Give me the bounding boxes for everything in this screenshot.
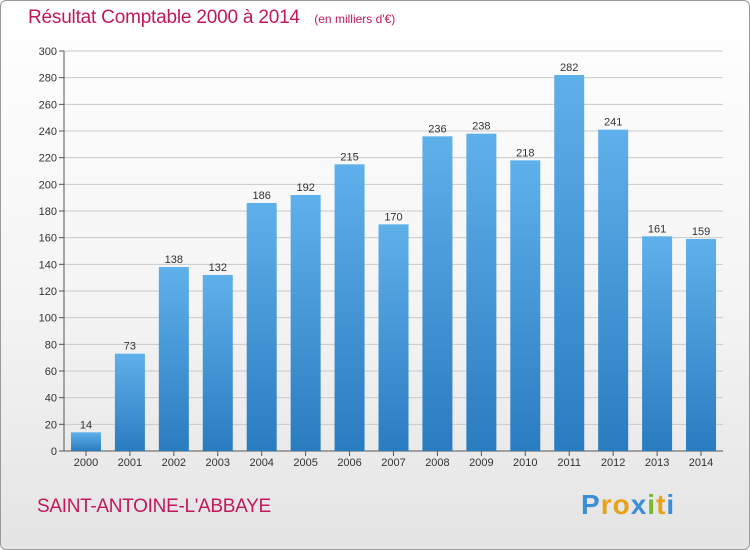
logo-letter: r [600, 489, 613, 520]
x-tick-label: 2007 [381, 457, 405, 469]
bar-value-label: 218 [516, 147, 534, 159]
chart-subtitle: (en milliers d'€) [314, 12, 396, 26]
x-tick-label: 2014 [689, 457, 713, 469]
logo-letter: P [581, 489, 601, 520]
bar-2009 [466, 133, 497, 451]
proxiti-logo: Proxiti [581, 489, 675, 521]
bar-value-label: 238 [472, 121, 490, 133]
bar-value-label: 132 [209, 262, 227, 274]
logo-letter: o [612, 489, 631, 520]
y-tick-label: 60 [45, 366, 57, 378]
bar-2008 [422, 136, 453, 452]
x-tick-label: 2013 [645, 457, 669, 469]
y-tick-label: 20 [45, 419, 57, 431]
bars: 14 73 138 132 186 192 215 170 236 238 218 282 241 161… [70, 62, 717, 452]
logo-letter: t [656, 489, 667, 520]
bar-2011 [554, 75, 585, 451]
bar-value-label: 161 [648, 223, 666, 235]
bar-2002 [158, 267, 189, 451]
x-tick-label: 2004 [249, 457, 273, 469]
y-tick-label: 120 [39, 286, 57, 298]
bar-value-label: 215 [340, 151, 358, 163]
x-tick-label: 2012 [601, 457, 625, 469]
x-tick-label: 2002 [162, 457, 186, 469]
y-tick-label: 220 [39, 153, 57, 165]
y-tick-label: 260 [39, 99, 57, 111]
x-axis: 2000 2001 2002 2003 2004 2005 2006 2007 2008 2009… [74, 451, 713, 469]
bar-value-label: 241 [604, 117, 622, 129]
bar-2010 [510, 160, 541, 452]
x-tick-label: 2006 [337, 457, 361, 469]
y-tick-label: 300 [39, 46, 57, 58]
y-tick-label: 180 [39, 206, 57, 218]
chart-title: Résultat Comptable 2000 à 2014 [28, 7, 300, 28]
title-row: Résultat Comptable 2000 à 2014 (en milli… [28, 7, 395, 29]
x-tick-label: 2001 [118, 457, 142, 469]
logo-letter: i [647, 489, 657, 520]
bar-2001 [114, 353, 145, 451]
y-tick-label: 240 [39, 126, 57, 138]
y-tick-label: 280 [39, 73, 57, 85]
x-tick-label: 2003 [206, 457, 230, 469]
logo-letter: i [666, 489, 676, 520]
place-name: SAINT-ANTOINE-L'ABBAYE [37, 496, 271, 517]
bar-value-label: 170 [384, 211, 402, 223]
bar-2012 [598, 129, 629, 451]
bar-2006 [334, 164, 365, 452]
y-tick-label: 80 [45, 339, 57, 351]
bar-value-label: 159 [692, 226, 710, 238]
bar-value-label: 282 [560, 62, 578, 74]
bar-value-label: 73 [124, 341, 136, 353]
x-tick-label: 2010 [513, 457, 537, 469]
bar-2014 [686, 239, 717, 451]
x-tick-label: 2000 [74, 457, 98, 469]
y-tick-label: 140 [39, 259, 57, 271]
x-tick-label: 2011 [557, 457, 581, 469]
bar-2000 [70, 432, 101, 451]
y-tick-label: 200 [39, 179, 57, 191]
x-tick-label: 2008 [425, 457, 449, 469]
bar-value-label: 186 [253, 190, 271, 202]
bar-value-label: 192 [296, 182, 314, 194]
bar-2013 [642, 236, 673, 451]
x-tick-label: 2009 [469, 457, 493, 469]
y-tick-label: 100 [39, 313, 57, 325]
logo-letter: x [630, 489, 648, 520]
y-tick-label: 40 [45, 393, 57, 405]
bar-2007 [378, 224, 409, 451]
bar-value-label: 14 [80, 419, 92, 431]
y-tick-label: 0 [51, 446, 57, 458]
bar-2005 [290, 195, 321, 451]
bar-2004 [246, 203, 277, 451]
bar-2003 [202, 275, 233, 451]
x-tick-label: 2005 [293, 457, 317, 469]
y-tick-label: 160 [39, 233, 57, 245]
bar-value-label: 236 [428, 123, 446, 135]
bar-value-label: 138 [165, 254, 183, 266]
